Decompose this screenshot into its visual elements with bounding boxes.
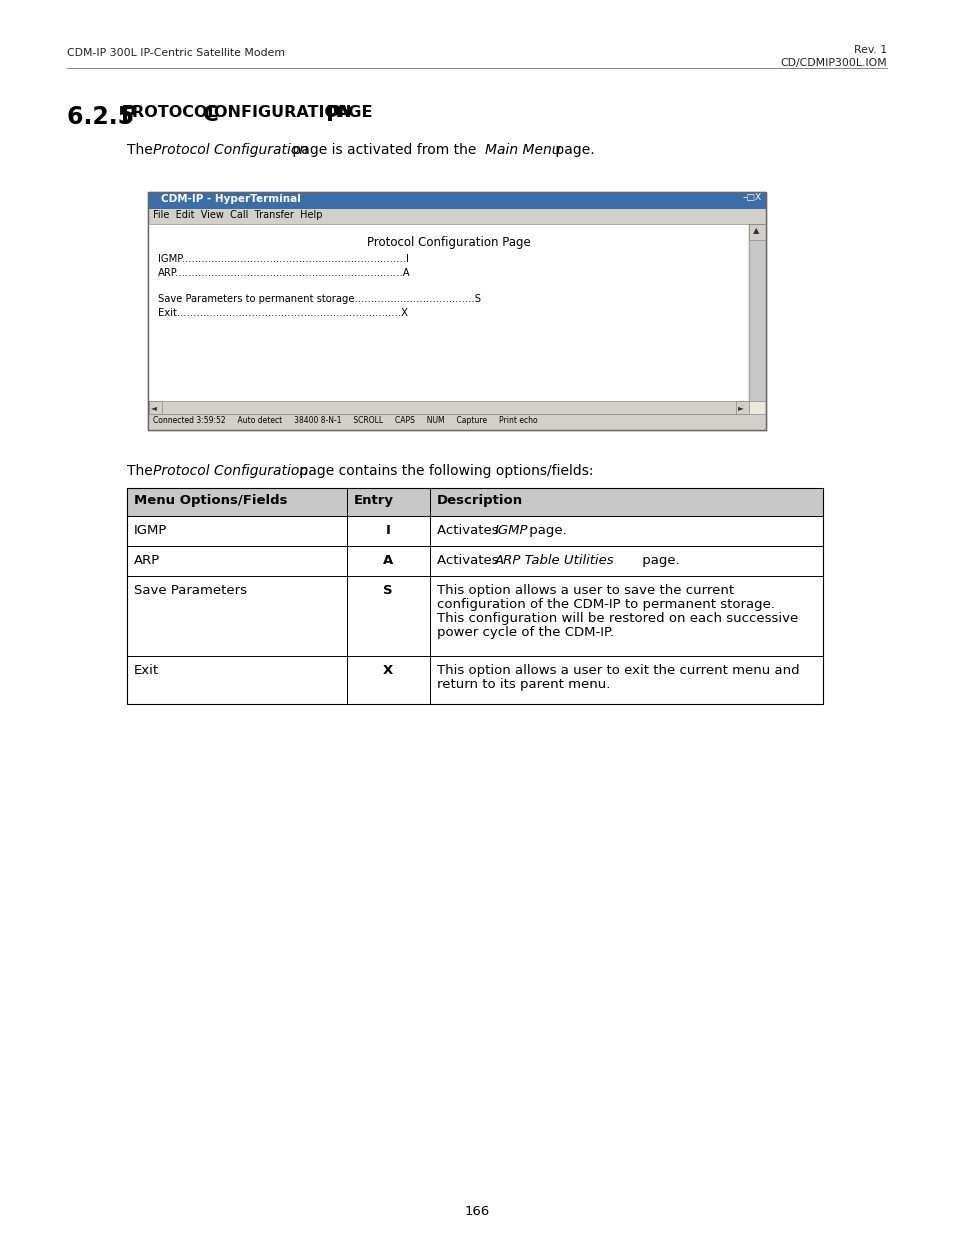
- Bar: [148, 414, 765, 430]
- Text: Save Parameters to permanent storage.....................................S: Save Parameters to permanent storage....…: [158, 294, 480, 305]
- Bar: [748, 224, 765, 401]
- Text: Activates: Activates: [436, 555, 502, 567]
- Text: Connected 3:59:52     Auto detect     38400 8-N-1     SCROLL     CAPS     NUM   : Connected 3:59:52 Auto detect 38400 8-N-…: [152, 416, 537, 425]
- Text: The: The: [127, 143, 157, 157]
- Text: Menu Options/Fields: Menu Options/Fields: [133, 494, 287, 508]
- Text: ►: ►: [738, 403, 743, 412]
- Text: ARP: ARP: [133, 555, 160, 567]
- Text: CD/CDMIP300L.IOM: CD/CDMIP300L.IOM: [780, 58, 886, 68]
- Text: 6.2.5: 6.2.5: [67, 105, 142, 128]
- Text: P: P: [326, 105, 341, 125]
- Text: 166: 166: [464, 1205, 489, 1218]
- Text: return to its parent menu.: return to its parent menu.: [436, 678, 610, 692]
- Text: Rev. 1: Rev. 1: [853, 44, 886, 56]
- Text: C: C: [203, 105, 218, 125]
- Bar: [127, 546, 822, 576]
- Text: AGE: AGE: [336, 105, 374, 120]
- Bar: [149, 401, 162, 414]
- Text: Description: Description: [436, 494, 522, 508]
- Text: This option allows a user to save the current: This option allows a user to save the cu…: [436, 584, 734, 597]
- Text: page contains the following options/fields:: page contains the following options/fiel…: [294, 464, 593, 478]
- Text: ARP......................................................................A: ARP.....................................…: [158, 268, 410, 278]
- Text: CDM-IP 300L IP-Centric Satellite Modem: CDM-IP 300L IP-Centric Satellite Modem: [67, 48, 285, 58]
- Bar: [748, 224, 765, 240]
- Text: page.: page.: [524, 524, 566, 537]
- Text: ◄: ◄: [151, 403, 156, 412]
- Text: IGMP: IGMP: [133, 524, 167, 537]
- Text: Protocol Configuration: Protocol Configuration: [152, 464, 308, 478]
- Text: S: S: [383, 584, 393, 597]
- Text: CDM-IP - HyperTerminal: CDM-IP - HyperTerminal: [161, 194, 300, 204]
- Text: The: The: [127, 464, 157, 478]
- Text: ARP Table Utilities: ARP Table Utilities: [495, 555, 614, 567]
- Text: File  Edit  View  Call  Transfer  Help: File Edit View Call Transfer Help: [152, 210, 322, 220]
- Text: Protocol Configuration Page: Protocol Configuration Page: [367, 236, 530, 249]
- Text: Activates: Activates: [436, 524, 502, 537]
- Text: page.: page.: [638, 555, 679, 567]
- Text: IGMP: IGMP: [495, 524, 528, 537]
- Text: This configuration will be restored on each successive: This configuration will be restored on e…: [436, 613, 798, 625]
- Bar: [149, 401, 747, 414]
- Text: IGMP.....................................................................I: IGMP....................................…: [158, 254, 409, 264]
- Text: Main Menu: Main Menu: [484, 143, 560, 157]
- Text: configuration of the CDM-IP to permanent storage.: configuration of the CDM-IP to permanent…: [436, 598, 774, 611]
- Text: page.: page.: [551, 143, 594, 157]
- Text: ▲: ▲: [752, 226, 759, 235]
- Text: ROTOCOL: ROTOCOL: [132, 105, 223, 120]
- Text: Save Parameters: Save Parameters: [133, 584, 247, 597]
- Bar: [735, 401, 748, 414]
- Text: A: A: [382, 555, 393, 567]
- Bar: [148, 209, 765, 224]
- Text: –□X: –□X: [742, 193, 761, 203]
- Text: X: X: [382, 664, 393, 677]
- Text: ONFIGURATION: ONFIGURATION: [213, 105, 356, 120]
- Bar: [127, 576, 822, 656]
- Bar: [127, 656, 822, 704]
- Bar: [148, 191, 765, 430]
- Bar: [148, 191, 765, 430]
- Text: Exit: Exit: [133, 664, 159, 677]
- Text: Entry: Entry: [354, 494, 394, 508]
- Text: Protocol Configuration: Protocol Configuration: [152, 143, 308, 157]
- Bar: [148, 191, 765, 209]
- Text: page is activated from the: page is activated from the: [288, 143, 480, 157]
- Bar: [127, 516, 822, 546]
- Text: power cycle of the CDM-IP.: power cycle of the CDM-IP.: [436, 626, 614, 638]
- Text: This option allows a user to exit the current menu and: This option allows a user to exit the cu…: [436, 664, 799, 677]
- Bar: [149, 224, 747, 401]
- Bar: [127, 488, 822, 704]
- Text: I: I: [385, 524, 390, 537]
- Bar: [127, 488, 822, 516]
- Text: P: P: [121, 105, 136, 125]
- Text: Exit.....................................................................X: Exit....................................…: [158, 308, 408, 317]
